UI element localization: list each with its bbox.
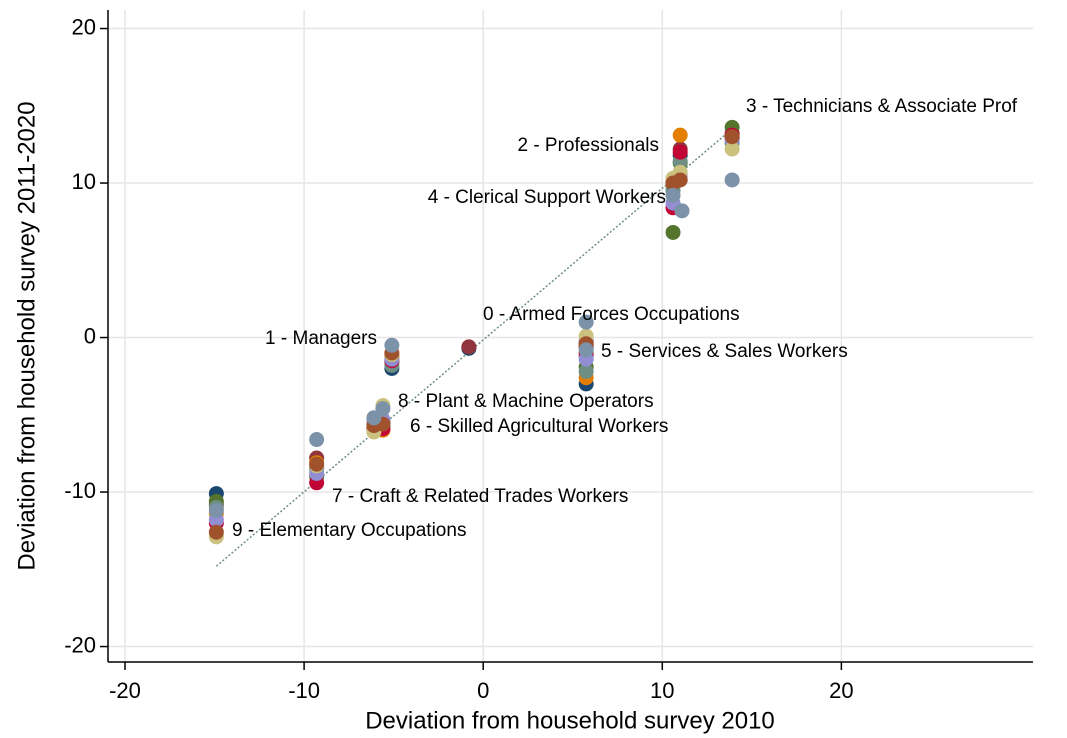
y-axis-title: Deviation from household survey 2011-202…: [13, 101, 40, 570]
point: [208, 524, 224, 540]
y-tick-label: 10: [72, 169, 96, 194]
point: [672, 144, 688, 160]
point: [375, 401, 391, 417]
x-tick-label: 10: [650, 678, 674, 703]
point: [309, 432, 325, 448]
point-label: 0 - Armed Forces Occupations: [483, 304, 740, 325]
point: [665, 175, 681, 191]
point-label: 3 - Technicians & Associate Prof: [746, 96, 1018, 117]
point-label: 6 - Skilled Agricultural Workers: [410, 416, 668, 437]
point-label: 5 - Services & Sales Workers: [601, 341, 848, 362]
fit-line: [215, 126, 735, 567]
point: [578, 364, 594, 380]
point: [309, 456, 325, 472]
point: [724, 172, 740, 188]
x-axis-title: Deviation from household survey 2010: [365, 707, 775, 734]
point-label: 7 - Craft & Related Trades Workers: [332, 486, 628, 507]
point: [665, 224, 681, 240]
point: [578, 314, 594, 330]
point: [384, 337, 400, 353]
point: [672, 127, 688, 143]
point: [578, 342, 594, 358]
point-label: 9 - Elementary Occupations: [232, 520, 466, 541]
point: [724, 141, 740, 157]
x-tick-label: 0: [477, 678, 489, 703]
x-tick-label: -20: [109, 678, 141, 703]
point: [366, 410, 382, 426]
point: [461, 339, 477, 355]
point: [208, 503, 224, 519]
y-tick-label: 20: [72, 14, 96, 39]
y-tick-label: 0: [84, 323, 96, 348]
y-tick-label: -10: [64, 478, 96, 503]
point: [665, 187, 681, 203]
point-label: 8 - Plant & Machine Operators: [398, 391, 654, 412]
point-label: 4 - Clerical Support Workers: [428, 187, 666, 208]
x-tick-label: -10: [288, 678, 320, 703]
point: [674, 203, 690, 219]
x-tick-label: 20: [829, 678, 853, 703]
y-tick-label: -20: [64, 632, 96, 657]
point-label: 2 - Professionals: [517, 135, 659, 156]
point-label: 1 - Managers: [265, 328, 377, 349]
point: [724, 129, 740, 145]
